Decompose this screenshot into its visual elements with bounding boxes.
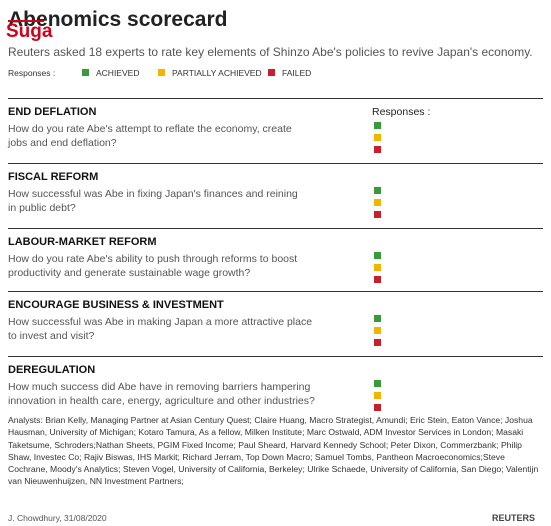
response-square [374,134,381,141]
credit: J. Chowdhury, 31/08/2020 [8,513,107,523]
question-line: How do you rate Abe's ability to push th… [8,253,298,265]
question-line: How successful was Abe in fixing Japan's… [8,188,298,200]
question-line: productivity and generate sustainable wa… [8,267,251,279]
divider [8,356,543,357]
question-line: How successful was Abe in making Japan a… [8,316,313,328]
legend-item: ACHIEVED [96,68,140,78]
question-line: How do you rate Abe's attempt to reflate… [8,123,292,135]
response-square [374,252,381,259]
section-heading: ENCOURAGE BUSINESS & INVESTMENT [8,299,224,311]
title: Abenomics scorecard Suga [6,8,228,42]
question-line: to invest and visit? [8,330,95,342]
legend-item: PARTIALLY ACHIEVED [172,68,262,78]
response-square [374,392,381,399]
analysts: Analysts: Brian Kelly, Managing Partner … [8,415,539,487]
legend-swatch [268,69,275,76]
question-line: in public debt? [8,202,76,214]
title-rest: nomics scorecard [47,8,228,31]
question-line: innovation in health care, energy, agric… [8,395,315,407]
section-heading: DEREGULATION [8,364,96,376]
response-square [374,199,381,206]
legend-item: FAILED [282,68,312,78]
section-heading: FISCAL REFORM [8,171,99,183]
response-square [374,211,381,218]
divider [8,163,543,164]
subtitle: Reuters asked 18 experts to rate key ele… [8,45,533,59]
legend-swatch [82,69,89,76]
divider [8,98,543,99]
response-square [374,315,381,322]
response-square [374,122,381,129]
divider [8,291,543,292]
response-square [374,339,381,346]
column-header: Responses : [372,106,431,118]
section-heading: END DEFLATION [8,106,97,118]
title-struck: Abe [8,8,48,31]
divider [8,228,543,229]
brand: REUTERS [492,513,536,523]
response-square [374,380,381,387]
response-square [374,327,381,334]
question-line: How much success did Abe have in removin… [8,381,311,393]
response-square [374,276,381,283]
response-square [374,187,381,194]
response-square [374,146,381,153]
question-line: jobs and end deflation? [8,137,117,149]
legend-swatch [158,69,165,76]
legend-label: Responses : [8,68,56,78]
response-square [374,404,381,411]
title-overlay: Suga [6,21,53,42]
strike-line [8,20,44,22]
response-square [374,264,381,271]
section-heading: LABOUR-MARKET REFORM [8,236,157,248]
